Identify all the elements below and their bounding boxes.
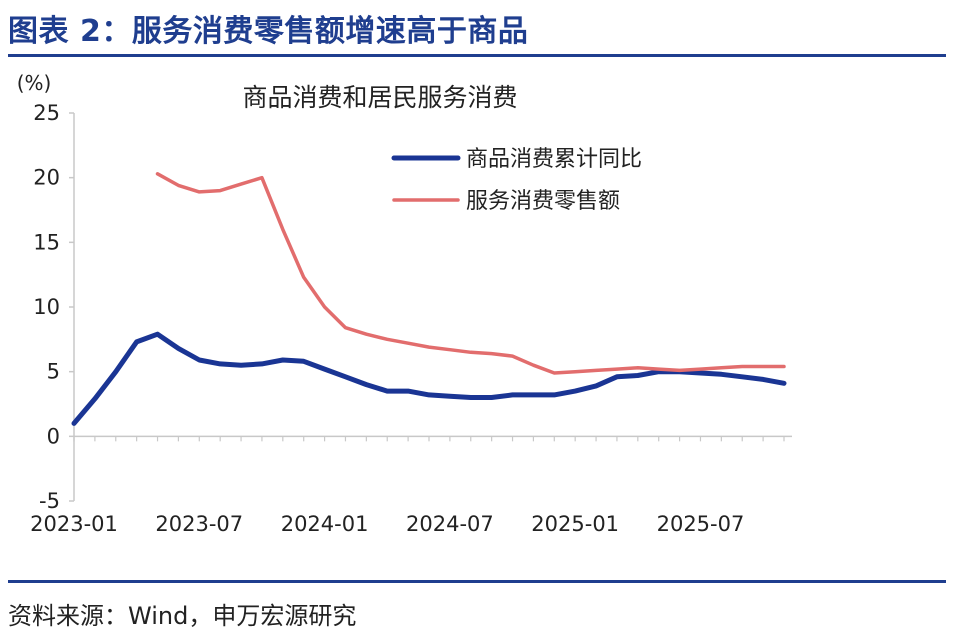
chart-title: 商品消费和居民服务消费 (242, 83, 517, 112)
y-tick-label: 20 (33, 166, 60, 190)
source-note: 资料来源：Wind，申万宏源研究 (8, 602, 357, 630)
legend-label: 商品消费累计同比 (466, 147, 642, 172)
series-services-line (155, 172, 786, 375)
line-chart: -5 0 5 10 15 20 25 2023-01 2023-07 2024-01 2024-07… (17, 71, 792, 536)
footer-rule (8, 580, 946, 583)
legend-label: 服务消费零售额 (466, 189, 620, 214)
series-goods-line (71, 331, 787, 426)
y-axis-unit: (%) (17, 71, 52, 95)
y-tick-label: 15 (33, 230, 60, 254)
y-tick-label: 25 (33, 101, 60, 125)
header-rule (8, 54, 946, 57)
x-tick-label: 2023-01 (30, 512, 118, 536)
x-tick-label: 2023-07 (155, 512, 243, 536)
y-tick-label: 5 (47, 360, 60, 384)
y-tick-label: 10 (33, 295, 60, 319)
x-tick-label: 2025-07 (657, 512, 745, 536)
y-tick-label: -5 (39, 489, 60, 513)
x-tick-label: 2024-01 (281, 512, 369, 536)
figure-title: 图表 2：服务消费零售额增速高于商品 (8, 14, 529, 49)
y-tick-label: 0 (47, 424, 60, 448)
x-tick-label: 2024-07 (406, 512, 494, 536)
x-tick-label: 2025-01 (531, 512, 619, 536)
